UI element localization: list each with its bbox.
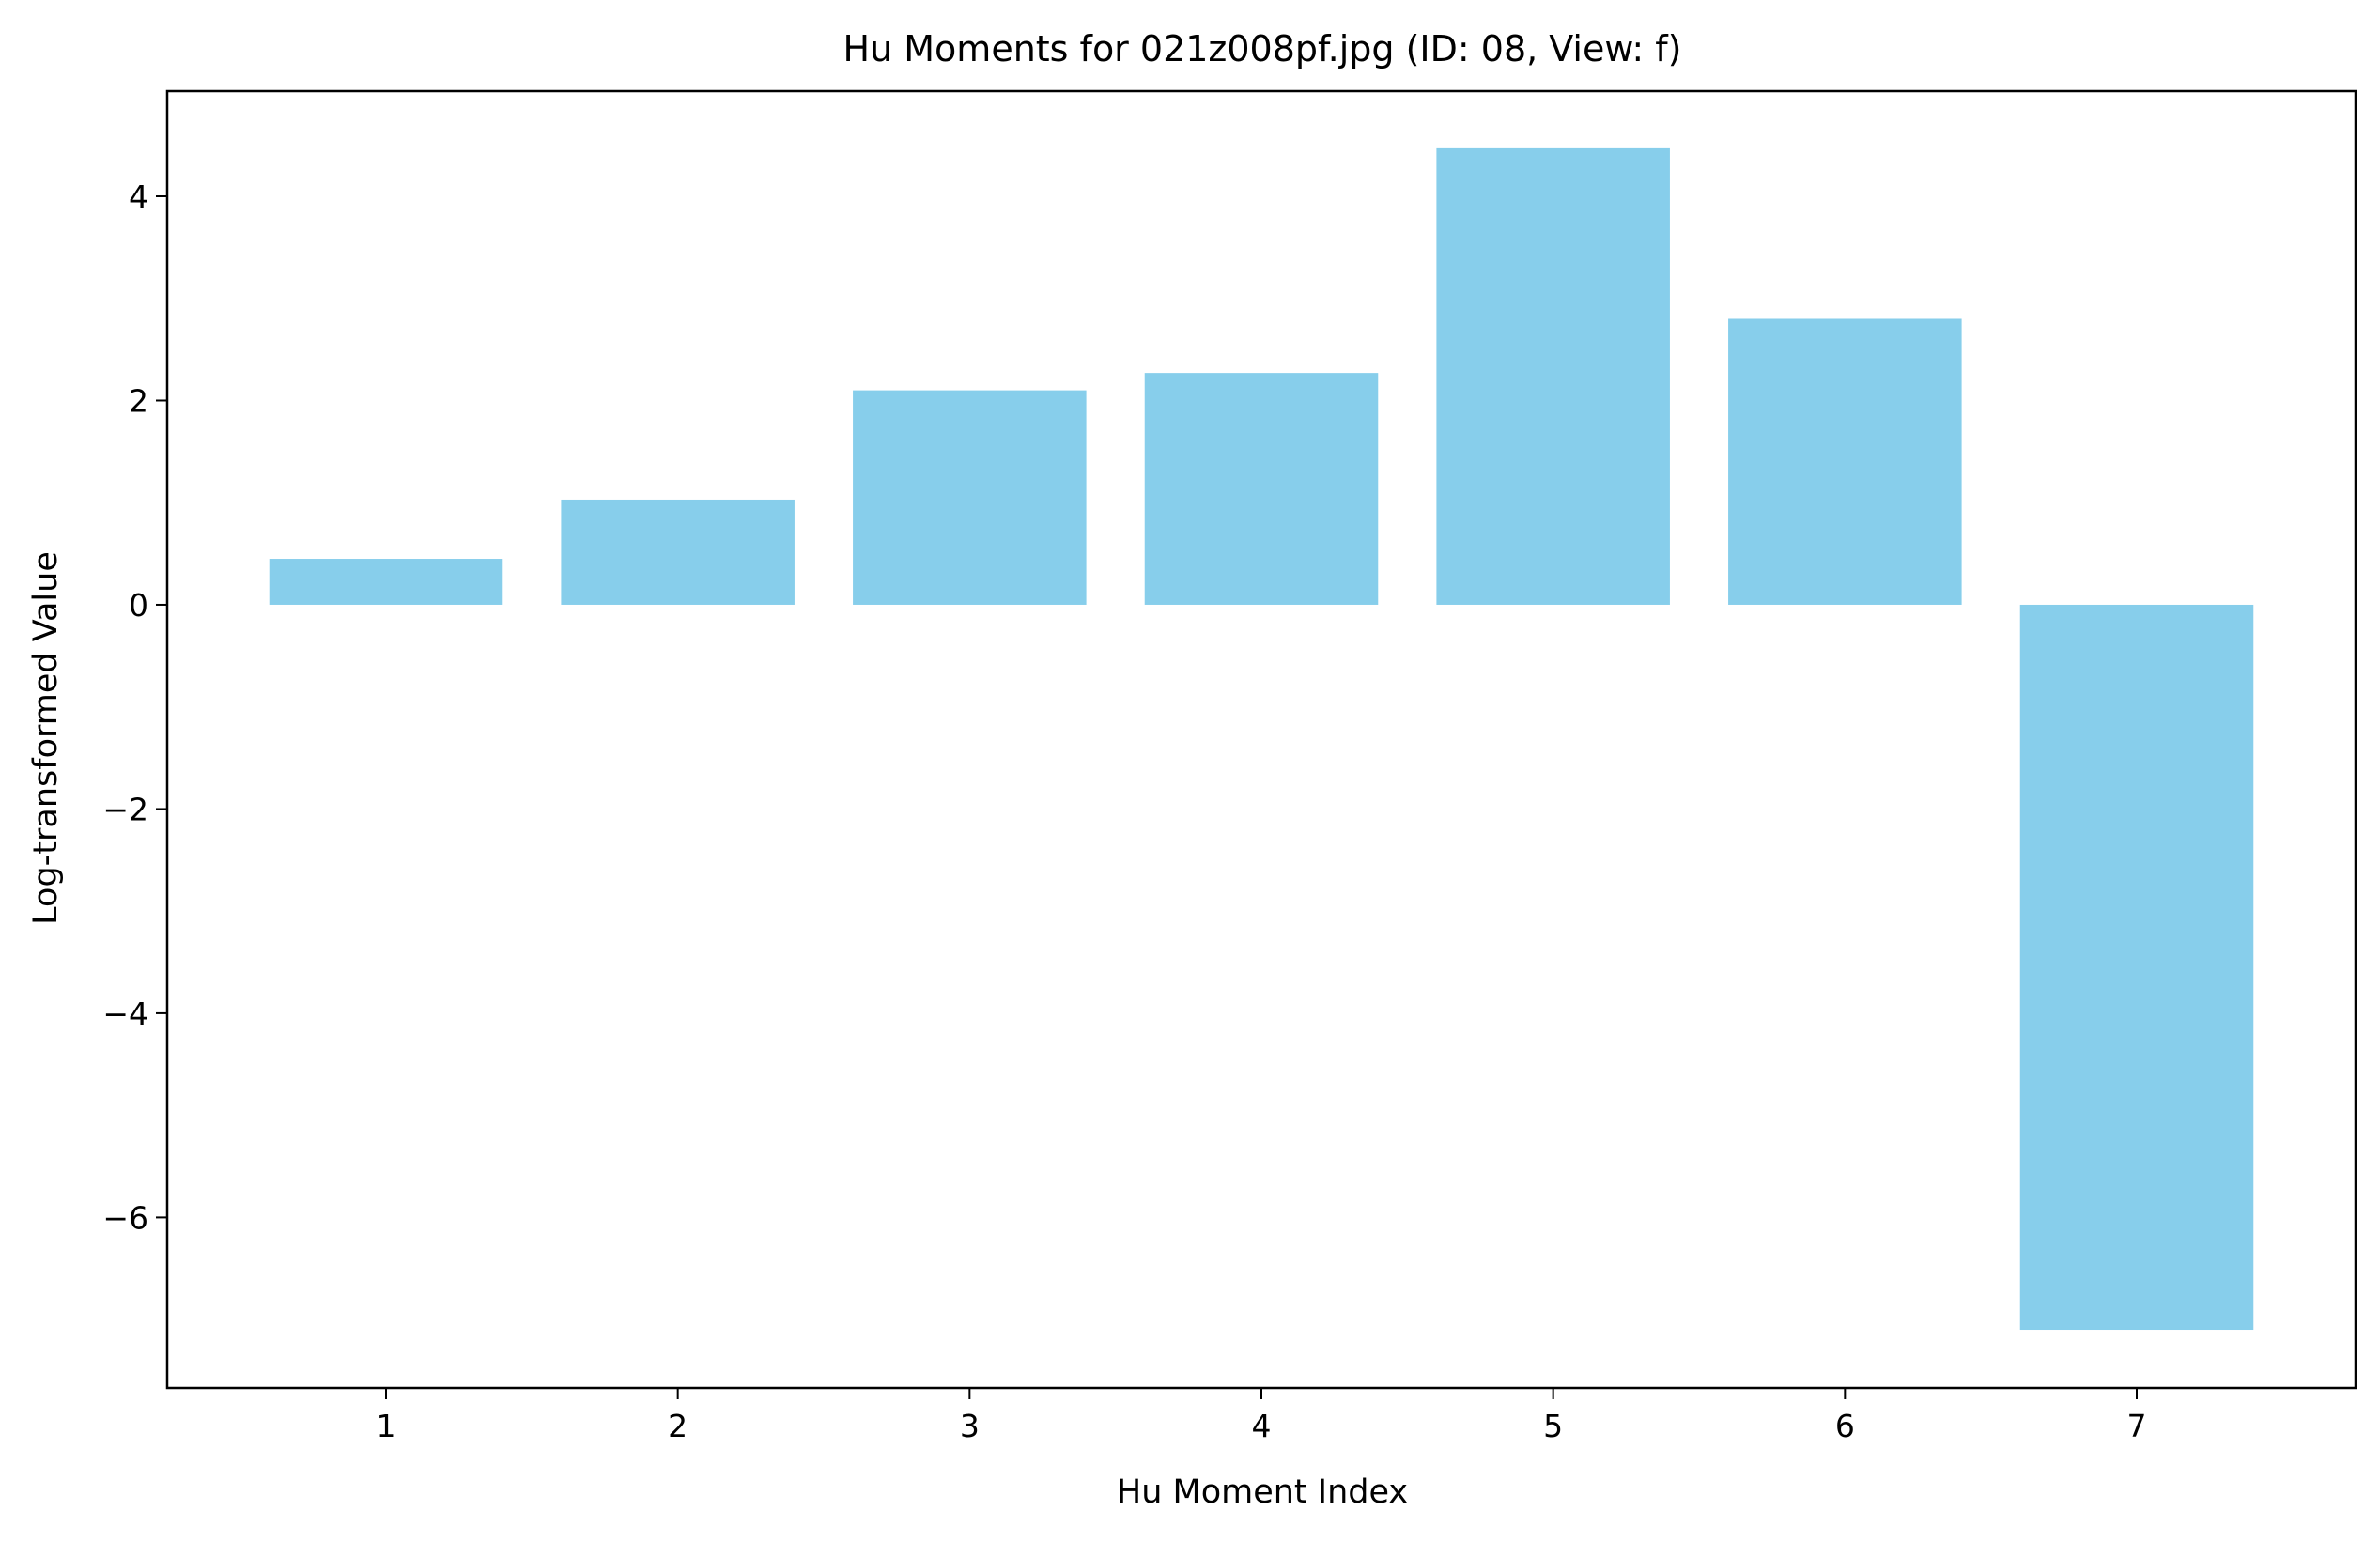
x-tick-label: 4 <box>1252 1408 1272 1444</box>
bar-1 <box>269 559 503 605</box>
y-tick-label: 4 <box>129 178 148 215</box>
y-axis-label: Log-transformed Value <box>27 551 65 925</box>
y-tick-label: −4 <box>102 995 148 1032</box>
x-tick-label: 6 <box>1835 1408 1855 1444</box>
bar-3 <box>853 390 1087 605</box>
bar-6 <box>1728 318 1962 605</box>
bars-layer <box>269 147 2254 1331</box>
x-tick-label: 1 <box>377 1408 396 1444</box>
x-axis-label: Hu Moment Index <box>1117 1473 1408 1511</box>
x-tick-label: 2 <box>668 1408 688 1444</box>
plot-area-frame <box>165 89 2357 1390</box>
bar-4 <box>1144 373 1379 605</box>
x-tick-label: 7 <box>2127 1408 2147 1444</box>
y-tick-label: 2 <box>129 382 148 419</box>
bar-5 <box>1436 147 1670 605</box>
y-tick-label: 0 <box>129 587 148 624</box>
x-tick-label: 3 <box>960 1408 980 1444</box>
y-tick-label: −2 <box>102 791 148 827</box>
x-tick-label: 5 <box>1543 1408 1563 1444</box>
chart-title: Hu Moments for 021z008pf.jpg (ID: 08, Vi… <box>843 28 1682 69</box>
y-tick-label: −6 <box>102 1199 148 1236</box>
bar-7 <box>2019 604 2254 1331</box>
ticks-layer: 1 2 3 4 5 6 7 −6 −4 −2 0 2 4 <box>102 178 2146 1444</box>
bar-2 <box>561 499 795 605</box>
